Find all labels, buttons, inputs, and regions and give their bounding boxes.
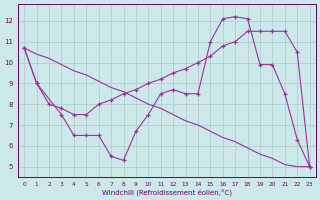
- X-axis label: Windchill (Refroidissement éolien,°C): Windchill (Refroidissement éolien,°C): [102, 188, 232, 196]
